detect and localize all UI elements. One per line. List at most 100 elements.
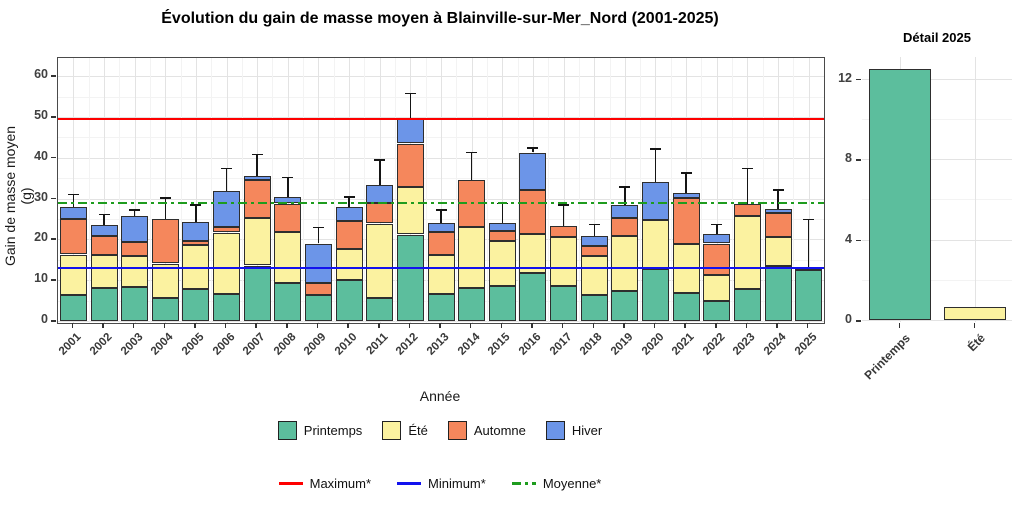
bar-2002-printemps xyxy=(90,288,118,321)
bar-2015-hiver xyxy=(488,222,516,231)
legend-item-automne: Automne xyxy=(447,421,526,440)
gridline-minor-v xyxy=(272,58,274,323)
bar-2010-été xyxy=(335,249,363,281)
bar-2009-automne xyxy=(304,282,332,295)
legend-maximum-label: Maximum* xyxy=(309,476,372,491)
bar-2007-printemps xyxy=(243,265,271,321)
error-cap-2022 xyxy=(711,223,723,226)
bar-2009-printemps xyxy=(304,294,332,321)
bar-2017-automne xyxy=(550,225,578,237)
error-bar-2009 xyxy=(317,226,320,244)
legend-automne-label: Automne xyxy=(473,423,526,438)
bar-2020-hiver xyxy=(642,181,669,220)
bar-2018-printemps xyxy=(580,295,608,321)
bar-2011-automne xyxy=(366,202,394,224)
x-tick-mark xyxy=(439,323,441,328)
main-chart-title: Évolution du gain de masse moyen à Blain… xyxy=(161,10,719,27)
main-panel xyxy=(57,57,825,324)
x-tick-mark xyxy=(531,323,533,328)
error-bar-2017 xyxy=(562,204,565,226)
x-tick-mark xyxy=(408,323,411,328)
error-cap-2023 xyxy=(741,167,753,170)
bar-2018-été xyxy=(580,256,608,296)
detail-x-tick-mark xyxy=(973,323,976,328)
y-tick-label: 30 xyxy=(34,189,48,204)
detail-y-tick-mark xyxy=(856,78,861,81)
error-bar-2020 xyxy=(654,148,657,182)
bar-2021-automne xyxy=(672,197,700,245)
x-tick-mark xyxy=(102,323,104,328)
bar-2001-hiver xyxy=(59,207,87,219)
gridline-minor-v xyxy=(517,58,519,323)
error-cap-2006 xyxy=(221,167,232,170)
bar-2004-été xyxy=(151,263,179,299)
detail-x-tick-label: Été xyxy=(964,331,988,355)
error-cap-2019 xyxy=(619,186,631,188)
gridline-minor-v xyxy=(88,58,90,323)
error-bar-2006 xyxy=(225,167,228,191)
bar-2006-printemps xyxy=(213,293,240,321)
gridline-minor-v xyxy=(762,58,764,323)
gridline-minor-v xyxy=(211,58,213,323)
hiver-swatch-icon xyxy=(545,421,565,440)
x-tick-mark xyxy=(500,323,502,328)
detail-gridline-major-h xyxy=(862,78,1012,80)
bar-2024-printemps xyxy=(764,265,792,321)
legend-item-hiver: Hiver xyxy=(545,421,602,440)
bar-2012-printemps xyxy=(396,234,424,321)
legend-minimum-label: Minimum* xyxy=(428,476,486,491)
bar-2022-hiver xyxy=(703,233,731,244)
bar-2025-printemps xyxy=(795,270,823,321)
error-cap-2001 xyxy=(67,193,79,196)
y-tick-mark xyxy=(51,75,56,77)
gridline-minor-v xyxy=(456,58,458,323)
error-cap-2018 xyxy=(588,223,600,226)
error-bar-2025 xyxy=(807,218,810,268)
detail-y-tick-label: 8 xyxy=(845,151,852,166)
error-cap-2021 xyxy=(680,172,692,174)
error-bar-2012 xyxy=(409,92,412,119)
gridline-minor-v xyxy=(241,58,243,323)
x-tick-mark xyxy=(561,323,564,328)
error-bar-2015 xyxy=(501,202,503,223)
detail-y-tick-mark xyxy=(856,320,861,322)
gridline-minor-v xyxy=(303,58,305,323)
gridline-minor-v xyxy=(486,58,488,323)
error-cap-2008 xyxy=(282,176,294,179)
gridline-major-v xyxy=(808,58,810,323)
maximum-line-swatch-icon xyxy=(278,482,303,485)
refline-moyenne xyxy=(58,201,824,205)
gridline-major-v xyxy=(563,58,565,323)
y-tick-label: 10 xyxy=(34,271,48,286)
bar-2005-hiver xyxy=(182,221,210,242)
error-bar-2011 xyxy=(379,159,381,186)
bar-2009-hiver xyxy=(304,243,332,283)
error-cap-2010 xyxy=(343,196,355,198)
x-tick-mark xyxy=(378,323,380,328)
legend-seasons: Printemps Été Automne Hiver xyxy=(0,421,880,440)
bar-2017-printemps xyxy=(550,285,578,321)
detail-x-tick-mark xyxy=(898,323,901,328)
refline-minimum xyxy=(58,266,824,269)
bar-2003-été xyxy=(121,256,149,288)
bar-2006-été xyxy=(213,232,240,294)
bar-2001-automne xyxy=(59,218,87,255)
gridline-minor-v xyxy=(548,58,550,323)
bar-2021-printemps xyxy=(672,292,700,321)
x-tick-mark xyxy=(347,323,349,328)
bar-2002-automne xyxy=(90,236,118,255)
printemps-swatch-icon xyxy=(277,421,297,440)
x-tick-mark xyxy=(132,323,135,328)
x-axis-title: Année xyxy=(419,388,461,404)
error-bar-2018 xyxy=(593,223,595,237)
bar-2012-automne xyxy=(396,143,424,188)
x-tick-mark xyxy=(286,323,288,328)
bar-2019-hiver xyxy=(611,205,639,219)
detail-y-tick-label: 0 xyxy=(845,312,852,326)
bar-2019-printemps xyxy=(611,290,639,321)
bar-2001-printemps xyxy=(59,294,87,321)
y-tick-mark xyxy=(51,116,56,118)
bar-2004-automne xyxy=(151,219,179,264)
x-tick-mark xyxy=(194,323,196,328)
error-bar-2008 xyxy=(287,176,289,197)
